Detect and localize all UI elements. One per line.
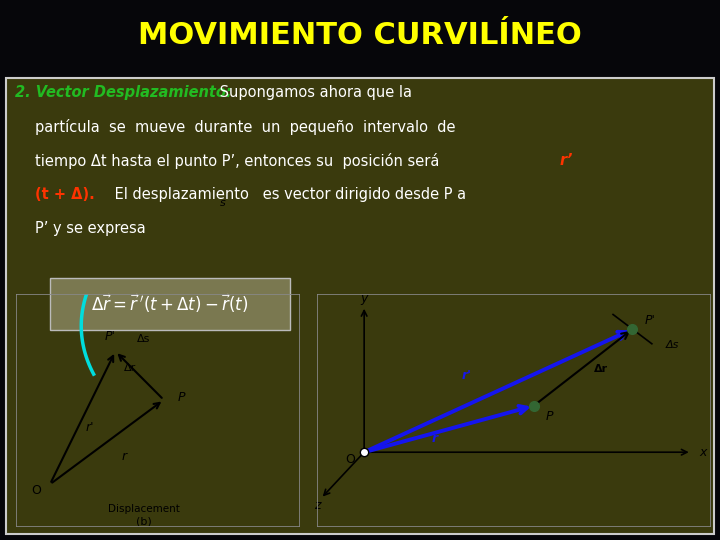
Text: P': P' xyxy=(644,314,655,327)
Text: y: y xyxy=(361,293,368,306)
Text: r: r xyxy=(122,450,127,463)
Text: r’: r’ xyxy=(560,153,573,168)
Text: 2. Vector Desplazamiento:: 2. Vector Desplazamiento: xyxy=(15,85,232,100)
Text: MOVIMIENTO CURVILÍNEO: MOVIMIENTO CURVILÍNEO xyxy=(138,22,582,50)
Text: P: P xyxy=(546,410,553,423)
Text: r': r' xyxy=(462,369,472,382)
Text: P: P xyxy=(178,392,186,404)
Text: Displacement: Displacement xyxy=(108,504,180,514)
Bar xyxy=(317,294,711,526)
Text: Δs: Δs xyxy=(665,340,678,350)
Text: Δr: Δr xyxy=(594,363,608,374)
Text: z: z xyxy=(313,499,320,512)
Text: r': r' xyxy=(86,421,94,434)
Text: tiempo Δt hasta el punto P’, entonces su  posición será: tiempo Δt hasta el punto P’, entonces su… xyxy=(35,153,444,169)
Text: P': P' xyxy=(104,330,115,343)
Bar xyxy=(50,278,290,330)
Text: x: x xyxy=(700,446,707,458)
Text: P’ y se expresa: P’ y se expresa xyxy=(35,221,145,236)
Text: O: O xyxy=(346,453,355,465)
Text: Δs: Δs xyxy=(137,334,150,343)
Text: (t + Δ).: (t + Δ). xyxy=(35,187,95,202)
Bar xyxy=(16,294,300,526)
Text: s: s xyxy=(220,198,225,207)
Text: $\Delta\vec{r} = \vec{r}\,'(t+\Delta t) - \vec{r}(t)$: $\Delta\vec{r} = \vec{r}\,'(t+\Delta t) … xyxy=(91,293,248,315)
Text: r: r xyxy=(432,432,438,445)
Text: Δr: Δr xyxy=(123,363,136,373)
Text: O: O xyxy=(31,484,41,497)
Text: Supongamos ahora que la: Supongamos ahora que la xyxy=(215,85,412,100)
Text: (b): (b) xyxy=(136,516,152,526)
Text: partícula  se  mueve  durante  un  pequeño  intervalo  de: partícula se mueve durante un pequeño in… xyxy=(35,119,456,135)
Text: El desplazamiento   es vector dirigido desde P a: El desplazamiento es vector dirigido des… xyxy=(110,187,466,202)
